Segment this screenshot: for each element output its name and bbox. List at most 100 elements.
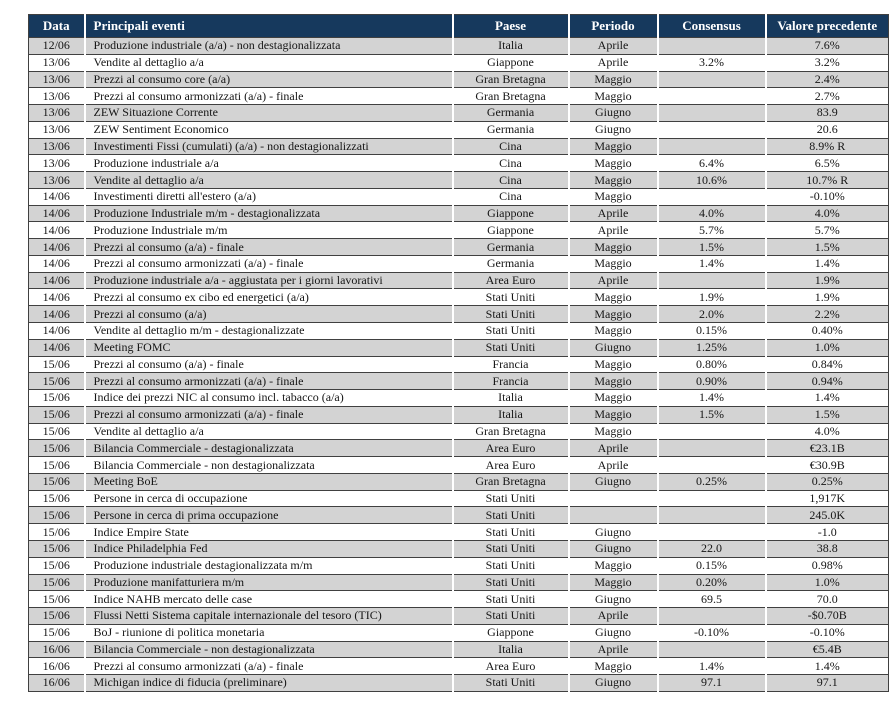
cell-event: Investimenti diretti all'estero (a/a) <box>83 187 454 206</box>
cell-consensus: 5.7% <box>656 221 767 240</box>
cell-period: Maggio <box>567 372 659 391</box>
table-row: 13/06 Produzione industriale a/a Cina Maggi… <box>28 154 889 173</box>
cell-period: Aprile <box>567 204 659 223</box>
table-row: 16/06 Prezzi al consumo armonizzati (a/a)… <box>28 657 889 676</box>
column-header-event: Principali eventi <box>83 14 454 38</box>
cell-country: Stati Uniti <box>451 322 570 340</box>
cell-consensus <box>656 523 767 541</box>
cell-previous: 0.40% <box>764 322 889 340</box>
cell-country: Italia <box>451 37 570 55</box>
economic-events-table: Data Principali eventi Paese Periodo Con… <box>28 14 889 692</box>
cell-event: Vendite al dettaglio a/a <box>83 422 454 441</box>
cell-previous: 1.0% <box>764 573 889 592</box>
cell-consensus: 2.0% <box>656 305 767 324</box>
cell-data: 15/06 <box>28 556 86 575</box>
cell-consensus: 1.4% <box>656 254 767 273</box>
table-row: 14/06 Prezzi al consumo armonizzati (a/a)… <box>28 254 889 273</box>
cell-data: 13/06 <box>28 70 86 89</box>
table-row: 14/06 Produzione industriale a/a - aggius… <box>28 271 889 290</box>
cell-data: 15/06 <box>28 439 86 458</box>
cell-data: 13/06 <box>28 137 86 156</box>
cell-period: Maggio <box>567 305 659 324</box>
cell-country: Stati Uniti <box>451 506 570 525</box>
cell-period: Maggio <box>567 556 659 575</box>
cell-previous: 5.7% <box>764 221 889 240</box>
cell-data: 16/06 <box>28 657 86 676</box>
cell-event: ZEW Situazione Corrente <box>83 104 454 122</box>
cell-previous: €5.4B <box>764 640 889 659</box>
cell-period <box>567 489 659 508</box>
cell-period: Giugno <box>567 674 659 692</box>
cell-data: 14/06 <box>28 254 86 273</box>
cell-previous: 1.4% <box>764 389 889 407</box>
cell-previous: 70.0 <box>764 590 889 609</box>
cell-country: Stati Uniti <box>451 305 570 324</box>
cell-period: Maggio <box>567 254 659 273</box>
cell-event: Produzione Industriale m/m - destagional… <box>83 204 454 223</box>
table-row: 15/06 Persone in cerca di occupazione Stat… <box>28 489 889 508</box>
cell-previous: 38.8 <box>764 539 889 558</box>
cell-event: Meeting FOMC <box>83 338 454 357</box>
cell-event: Produzione industriale destagionalizzata… <box>83 556 454 575</box>
cell-event: Prezzi al consumo ex cibo ed energetici … <box>83 288 454 307</box>
cell-country: Gran Bretagna <box>451 70 570 89</box>
cell-period: Maggio <box>567 171 659 189</box>
cell-consensus <box>656 439 767 458</box>
cell-country: Stati Uniti <box>451 539 570 558</box>
cell-period: Aprile <box>567 640 659 659</box>
cell-period: Maggio <box>567 154 659 173</box>
column-header-period: Periodo <box>567 14 659 38</box>
cell-period: Maggio <box>567 87 659 106</box>
cell-previous: 3.2% <box>764 53 889 72</box>
cell-consensus <box>656 120 767 139</box>
cell-country: Francia <box>451 355 570 374</box>
table-row: 15/06 Bilancia Commerciale - destagionali… <box>28 439 889 458</box>
cell-consensus: 0.80% <box>656 355 767 374</box>
cell-previous: €30.9B <box>764 456 889 474</box>
cell-event: Produzione industriale a/a <box>83 154 454 173</box>
cell-country: Stati Uniti <box>451 556 570 575</box>
cell-data: 14/06 <box>28 305 86 324</box>
cell-country: Germania <box>451 254 570 273</box>
cell-data: 14/06 <box>28 238 86 256</box>
cell-event: Produzione Industriale m/m <box>83 221 454 240</box>
table-row: 15/06 Bilancia Commerciale - non destagio… <box>28 456 889 474</box>
cell-period: Giugno <box>567 104 659 122</box>
cell-data: 13/06 <box>28 154 86 173</box>
column-header-previous: Valore precedente <box>764 14 889 38</box>
table-row: 14/06 Produzione Industriale m/m - destag… <box>28 204 889 223</box>
cell-data: 15/06 <box>28 456 86 474</box>
cell-country: Area Euro <box>451 271 570 290</box>
cell-data: 15/06 <box>28 422 86 441</box>
cell-period: Aprile <box>567 37 659 55</box>
cell-event: Prezzi al consumo armonizzati (a/a) - fi… <box>83 657 454 676</box>
cell-event: Investimenti Fissi (cumulati) (a/a) - no… <box>83 137 454 156</box>
cell-country: Italia <box>451 389 570 407</box>
cell-event: Prezzi al consumo armonizzati (a/a) - fi… <box>83 405 454 424</box>
cell-consensus: 0.20% <box>656 573 767 592</box>
cell-consensus: 1.4% <box>656 657 767 676</box>
cell-period: Aprile <box>567 221 659 240</box>
cell-event: Prezzi al consumo armonizzati (a/a) - fi… <box>83 254 454 273</box>
cell-previous: 0.25% <box>764 472 889 491</box>
table-row: 16/06 Michigan indice di fiducia (prelimi… <box>28 674 889 692</box>
table-row: 15/06 Prezzi al consumo armonizzati (a/a)… <box>28 405 889 424</box>
cell-event: Indice Philadelphia Fed <box>83 539 454 558</box>
cell-data: 15/06 <box>28 489 86 508</box>
table-row: 14/06 Produzione Industriale m/m Giappone A… <box>28 221 889 240</box>
cell-event: Vendite al dettaglio a/a <box>83 53 454 72</box>
cell-consensus <box>656 187 767 206</box>
table-row: 14/06 Meeting FOMC Stati Uniti Giugno 1.25% 1… <box>28 338 889 357</box>
cell-country: Gran Bretagna <box>451 87 570 106</box>
table-row: 15/06 Persone in cerca di prima occupazio… <box>28 506 889 525</box>
cell-consensus: 6.4% <box>656 154 767 173</box>
table-row: 15/06 BoJ - riunione di politica monetari… <box>28 623 889 642</box>
cell-data: 15/06 <box>28 590 86 609</box>
cell-data: 13/06 <box>28 171 86 189</box>
cell-consensus <box>656 137 767 156</box>
cell-event: Bilancia Commerciale - non destagionaliz… <box>83 640 454 659</box>
cell-data: 14/06 <box>28 221 86 240</box>
cell-previous: 0.98% <box>764 556 889 575</box>
table-row: 15/06 Indice Empire State Stati Uniti Giugn… <box>28 523 889 541</box>
cell-previous: 10.7% R <box>764 171 889 189</box>
